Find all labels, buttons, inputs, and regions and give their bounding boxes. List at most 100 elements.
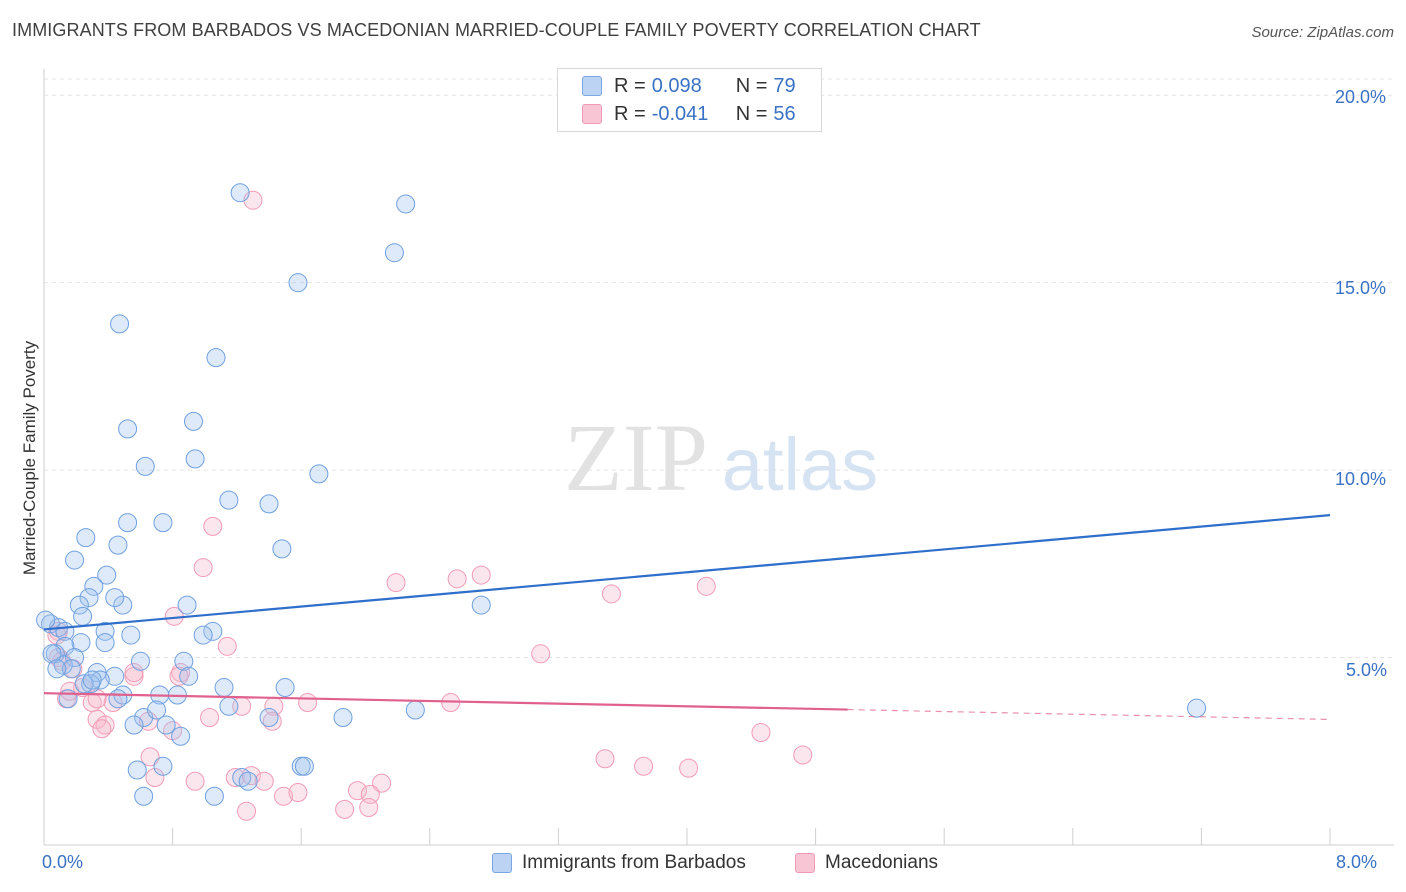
x-tick-label-max: 8.0% bbox=[1336, 852, 1378, 872]
macedonian-point bbox=[262, 711, 282, 731]
macedonian-point bbox=[531, 644, 551, 664]
macedonian-point bbox=[145, 768, 165, 788]
macedonian-point bbox=[200, 708, 220, 728]
x-tick-label-min: 0.0% bbox=[42, 852, 84, 872]
barbados-point bbox=[97, 565, 117, 585]
macedonian-point bbox=[359, 798, 379, 818]
watermark-atlas: atlas bbox=[722, 423, 878, 506]
barbados-points bbox=[36, 183, 1207, 806]
r-value: 0.098 bbox=[651, 74, 702, 97]
barbados-point bbox=[124, 715, 144, 735]
barbados-point bbox=[147, 700, 167, 720]
barbados-point bbox=[113, 595, 133, 615]
barbados-point bbox=[127, 760, 147, 780]
macedonian-point bbox=[679, 758, 699, 778]
barbados-point bbox=[185, 449, 205, 469]
macedonian-point bbox=[237, 801, 257, 821]
macedonian-point bbox=[92, 719, 112, 739]
barbados-point bbox=[105, 588, 125, 608]
macedonian-point bbox=[225, 768, 245, 788]
source-label: Source: ZipAtlas.com bbox=[1251, 24, 1394, 41]
macedonian-point bbox=[217, 636, 237, 656]
legend-item-barbados: Immigrants from Barbados bbox=[492, 852, 746, 874]
macedonian-point bbox=[335, 799, 355, 819]
chart-title: IMMIGRANTS FROM BARBADOS VS MACEDONIAN M… bbox=[12, 20, 981, 40]
barbados-point bbox=[110, 314, 130, 334]
legend-row-macedonians: R = -0.041 N = 56 bbox=[582, 101, 796, 127]
barbados-point bbox=[108, 689, 128, 709]
barbados-point bbox=[177, 595, 197, 615]
n-value: 56 bbox=[773, 102, 796, 125]
barbados-point bbox=[203, 621, 223, 641]
macedonian-point bbox=[696, 576, 716, 596]
macedonian-point bbox=[140, 747, 160, 767]
barbados-point bbox=[259, 494, 279, 514]
macedonian-point bbox=[634, 756, 654, 776]
barbados-swatch bbox=[582, 76, 602, 96]
macedonian-point bbox=[254, 771, 274, 791]
barbados-point bbox=[333, 708, 353, 728]
barbados-point bbox=[214, 678, 234, 698]
macedonian-point bbox=[124, 663, 144, 683]
macedonian-point bbox=[169, 666, 189, 686]
macedonian-point bbox=[185, 771, 205, 791]
barbados-point bbox=[193, 625, 213, 645]
macedonian-point bbox=[372, 773, 392, 793]
barbados-point bbox=[171, 726, 191, 746]
barbados-point bbox=[84, 576, 104, 596]
barbados-point bbox=[42, 644, 62, 664]
macedonian-point bbox=[793, 745, 813, 765]
barbados-point bbox=[121, 625, 141, 645]
macedonian-point bbox=[386, 573, 406, 593]
barbados-point bbox=[90, 670, 110, 690]
barbados-point bbox=[204, 786, 224, 806]
barbados-point bbox=[219, 490, 239, 510]
r-label: R = bbox=[614, 74, 646, 97]
barbados-point bbox=[79, 588, 99, 608]
r-value: -0.041 bbox=[651, 102, 709, 125]
macedonian-point bbox=[751, 723, 771, 743]
barbados-point bbox=[174, 651, 194, 671]
barbados-point bbox=[130, 651, 150, 671]
legend-row-barbados: R = 0.098 N = 79 bbox=[582, 73, 796, 99]
barbados-swatch bbox=[492, 853, 512, 873]
macedonian-trend-line bbox=[43, 692, 848, 711]
macedonian-point bbox=[241, 766, 261, 786]
watermark: ZIP atlas bbox=[564, 404, 878, 511]
macedonian-trend-line-extension bbox=[847, 708, 1331, 721]
barbados-point bbox=[288, 273, 308, 293]
barbados-point bbox=[105, 666, 125, 686]
axes bbox=[43, 69, 1394, 846]
barbados-point bbox=[153, 513, 173, 533]
barbados-point bbox=[108, 535, 128, 555]
macedonians-swatch bbox=[795, 853, 815, 873]
barbados-point bbox=[275, 678, 295, 698]
barbados-point bbox=[153, 756, 173, 776]
barbados-point bbox=[134, 786, 154, 806]
barbados-point bbox=[47, 659, 67, 679]
barbados-point bbox=[65, 648, 85, 668]
barbados-point bbox=[135, 456, 155, 476]
legend-label-macedonians: Macedonians bbox=[825, 852, 939, 873]
macedonian-point bbox=[601, 584, 621, 604]
barbados-point bbox=[219, 696, 239, 716]
barbados-point bbox=[179, 666, 199, 686]
macedonians-swatch bbox=[582, 104, 602, 124]
barbados-point bbox=[259, 708, 279, 728]
barbados-point bbox=[272, 539, 292, 559]
correlation-legend: R = 0.098 N = 79 R = -0.041 N = 56 bbox=[557, 68, 822, 132]
y-tick-label-5: 5.0% bbox=[1346, 660, 1388, 680]
y-axis-label: Married-Couple Family Poverty bbox=[20, 340, 39, 576]
barbados-point bbox=[1187, 698, 1207, 718]
macedonian-point bbox=[203, 516, 223, 536]
n-label: N = bbox=[735, 74, 768, 97]
y-tick-label-10: 10.0% bbox=[1335, 469, 1387, 489]
barbados-point bbox=[95, 633, 115, 653]
trend-lines bbox=[43, 514, 1331, 721]
barbados-point bbox=[405, 700, 425, 720]
y-tick-label-20: 20.0% bbox=[1335, 87, 1387, 107]
watermark-zip: ZIP bbox=[564, 404, 708, 511]
macedonian-point bbox=[193, 558, 213, 578]
barbados-point bbox=[471, 595, 491, 615]
barbados-point bbox=[118, 513, 138, 533]
